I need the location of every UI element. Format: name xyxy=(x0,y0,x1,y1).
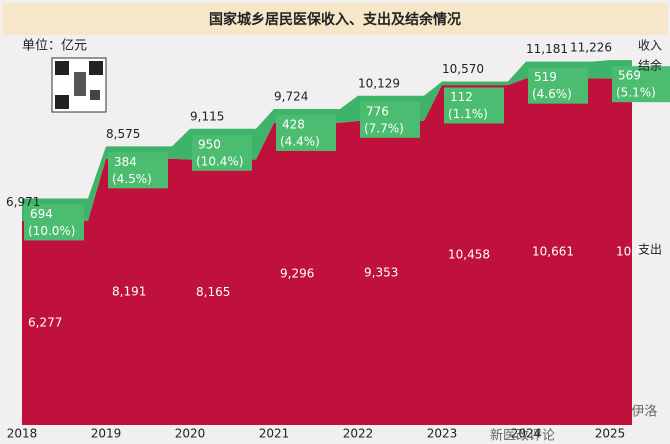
x-tick-label: 2025 xyxy=(595,427,626,441)
expense-label: 9,296 xyxy=(280,266,314,280)
expense-label: 10,458 xyxy=(448,248,490,262)
x-tick-label: 2019 xyxy=(91,427,122,441)
surplus-percent-label: (7.7%) xyxy=(364,121,404,135)
expense-area xyxy=(274,121,358,425)
surplus-label-box xyxy=(528,67,588,104)
surplus-label-box xyxy=(612,66,670,103)
expense-label: 8,191 xyxy=(112,284,146,298)
surplus-percent-label: (10.0%) xyxy=(28,224,75,238)
legend-surplus: 结余 xyxy=(638,58,662,73)
expense-area xyxy=(526,78,610,425)
income-label: 9,115 xyxy=(190,109,224,123)
income-label: 11,181 xyxy=(526,42,568,56)
income-label: 9,724 xyxy=(274,89,308,103)
expense-area xyxy=(358,85,442,426)
surplus-label: 569 xyxy=(618,69,641,83)
x-tick-label: 2021 xyxy=(259,427,290,441)
expense-label: 9,353 xyxy=(364,266,398,280)
surplus-label: 428 xyxy=(282,117,305,131)
x-tick-label: 2023 xyxy=(427,427,458,441)
surplus-label-box xyxy=(360,101,420,138)
income-label: 8,575 xyxy=(106,127,140,141)
surplus-percent-label: (4.4%) xyxy=(280,134,320,148)
x-tick-label: 2022 xyxy=(343,427,374,441)
surplus-label-box xyxy=(192,134,252,171)
income-label: 10,570 xyxy=(442,62,484,76)
legend-income: 收入 xyxy=(638,39,662,53)
chart-title: 国家城乡居民医保收入、支出及结余情况 xyxy=(209,11,461,28)
surplus-label: 519 xyxy=(534,70,557,84)
surplus-area xyxy=(106,128,190,160)
expense-area xyxy=(610,78,632,426)
x-tick-label: 2018 xyxy=(7,427,38,441)
surplus-label: 112 xyxy=(450,90,473,104)
income-label: 11,226 xyxy=(570,41,612,55)
expense-area xyxy=(190,122,274,425)
expense-label: 10,661 xyxy=(532,244,574,258)
surplus-percent-label: (10.4%) xyxy=(196,154,243,168)
income-label: 10,129 xyxy=(358,76,400,90)
surplus-label-box xyxy=(444,87,504,124)
surplus-percent-label: (1.1%) xyxy=(448,107,488,121)
legend-expense: 支出 xyxy=(638,243,662,257)
surplus-percent-label: (5.1%) xyxy=(616,86,656,100)
x-tick-label: 2020 xyxy=(175,427,206,441)
surplus-label: 950 xyxy=(198,137,221,151)
expense-area xyxy=(106,158,190,426)
surplus-label-box xyxy=(108,152,168,189)
expense-label: 10,657 xyxy=(616,244,658,258)
surplus-label-box xyxy=(276,114,336,151)
title-bar xyxy=(2,3,668,35)
expense-label: 8,165 xyxy=(196,285,230,299)
unit-label: 单位：亿元 xyxy=(22,39,87,54)
watermark: 新医改评论 xyxy=(490,428,555,444)
income-label: 6,971 xyxy=(6,195,40,209)
surplus-percent-label: (4.6%) xyxy=(532,87,572,101)
surplus-label: 694 xyxy=(30,207,53,221)
x-tick-label: 2024 xyxy=(511,427,542,441)
surplus-area xyxy=(442,61,526,86)
qr-code xyxy=(51,57,107,113)
expense-area xyxy=(442,78,526,425)
surplus-area xyxy=(22,146,106,221)
surplus-label: 776 xyxy=(366,104,389,118)
surplus-percent-label: (4.5%) xyxy=(112,172,152,186)
surplus-label-box xyxy=(24,204,84,241)
expense-label: 6,277 xyxy=(28,315,62,329)
surplus-label: 384 xyxy=(114,155,137,169)
